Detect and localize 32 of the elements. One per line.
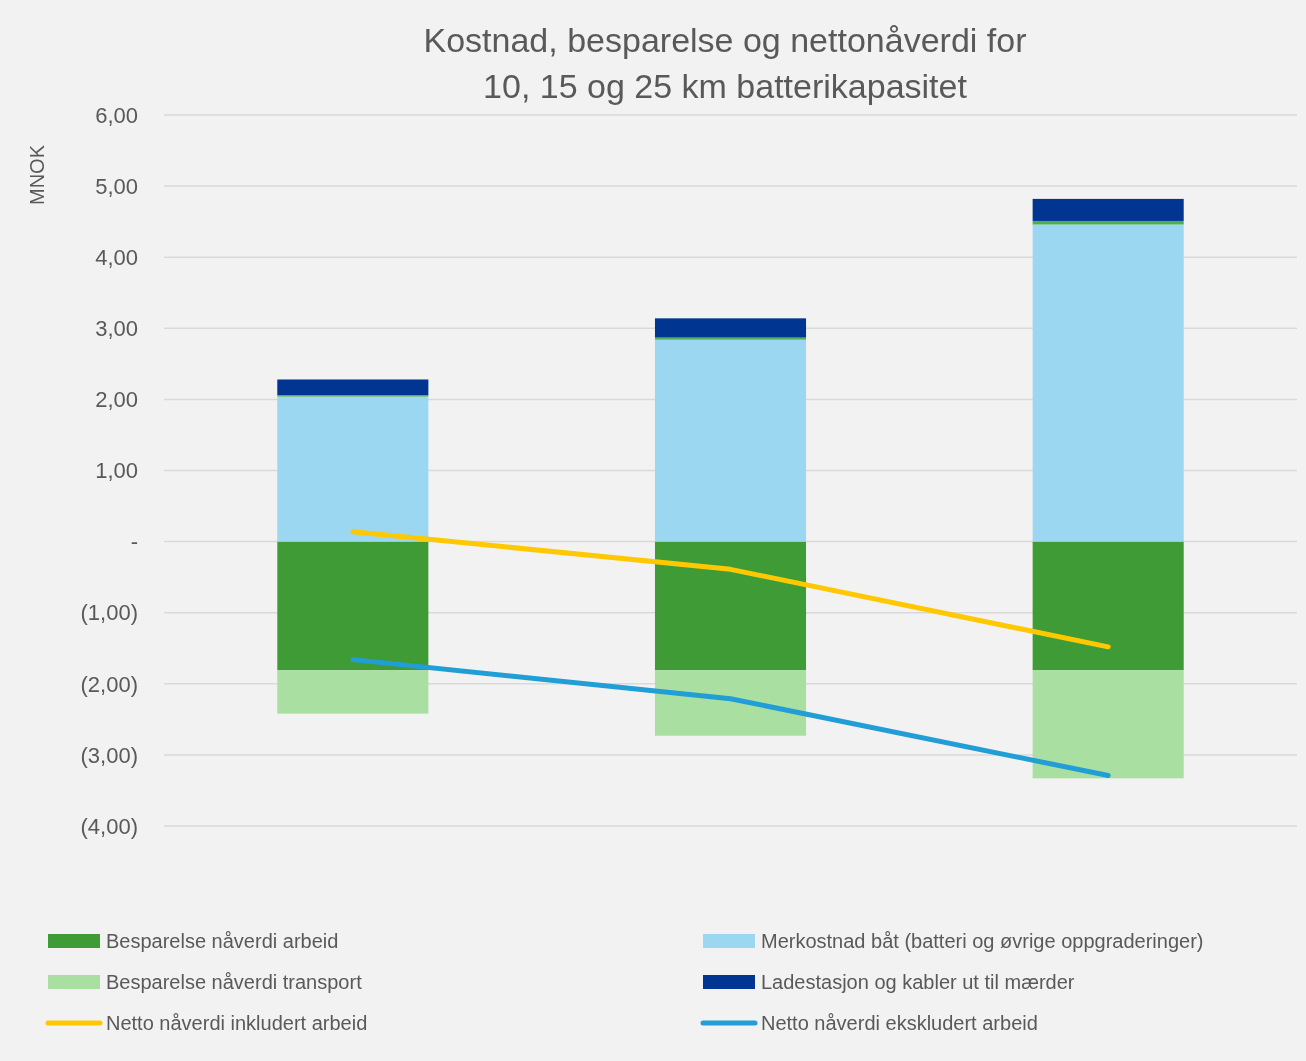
- bar: [1032, 198, 1184, 221]
- y-tick-label: (1,00): [80, 600, 138, 626]
- bar: [654, 541, 807, 671]
- bar: [277, 541, 429, 671]
- y-tick-label: 5,00: [95, 173, 138, 199]
- bar: [654, 318, 807, 338]
- legend-label: Netto nåverdi inkludert arbeid: [106, 1012, 368, 1034]
- y-tick-label: 3,00: [95, 316, 138, 341]
- y-tick-label: (4,00): [80, 813, 138, 839]
- bar: [654, 339, 807, 542]
- legend-label: Ladestasjon og kabler ut til mærder: [761, 971, 1075, 993]
- bar: [277, 396, 429, 542]
- y-tick-label: 6,00: [95, 102, 138, 128]
- y-tick-label: (2,00): [80, 671, 138, 697]
- y-tick-label: 2,00: [95, 387, 138, 413]
- y-tick-label: 1,00: [95, 458, 138, 484]
- legend-label: Besparelse nåverdi arbeid: [106, 930, 339, 952]
- bar: [1032, 541, 1184, 671]
- y-tick-label: -: [130, 529, 138, 555]
- bar: [1032, 224, 1184, 542]
- legend-label: Merkostnad båt (batteri og øvrige oppgraderinger): [761, 930, 1204, 952]
- legend-label: Besparelse nåverdi transport: [106, 971, 363, 993]
- bar: [1032, 670, 1184, 779]
- bar: [277, 670, 429, 714]
- bar: [654, 670, 807, 736]
- bar: [277, 379, 429, 396]
- bar: [654, 337, 807, 340]
- y-tick-label: (3,00): [80, 742, 138, 768]
- legend-label: Netto nåverdi ekskludert arbeid: [761, 1012, 1038, 1034]
- chart-title: Kostnad, besparelse og nettonåverdi for 10, 15 og 25 km batterikapasitet: [423, 21, 1027, 105]
- y-axis-title: MNOK: [26, 144, 48, 205]
- y-tick-label: 4,00: [95, 244, 138, 270]
